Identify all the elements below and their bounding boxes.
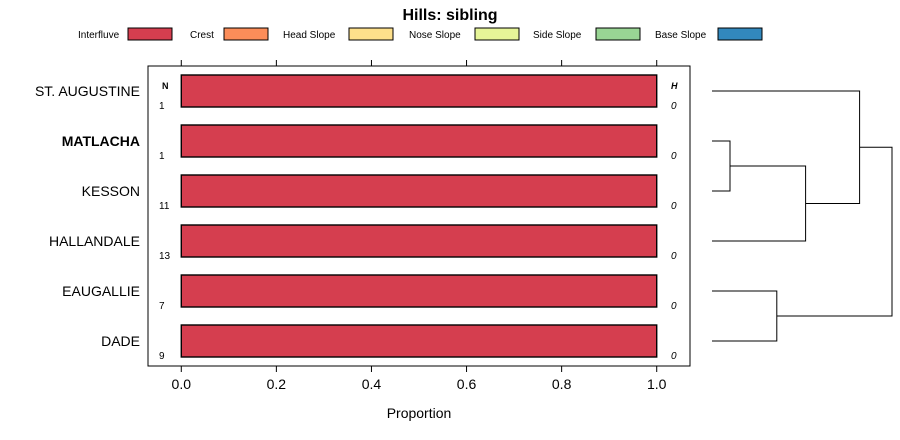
legend-label: Base Slope xyxy=(655,30,707,41)
legend: Interfluve Crest Head Slope Nose Slope Side … xyxy=(78,27,763,41)
category-label: ST. AUGUSTINE xyxy=(35,83,140,99)
bar-segment xyxy=(180,224,658,258)
dendrogram-link xyxy=(712,90,861,204)
x-tick-label: 0.6 xyxy=(457,376,477,392)
legend-label: Crest xyxy=(190,30,214,41)
legend-label: Nose Slope xyxy=(409,30,461,41)
bar-rows: N H ST. AUGUSTINE 1 0 MATLACHA 1 0 KESSON 11 0 HALL… xyxy=(35,74,678,362)
bar-segment xyxy=(180,124,658,158)
n-value: 9 xyxy=(159,351,165,362)
legend-swatch-crest xyxy=(223,27,269,41)
x-tick-label: 0.0 xyxy=(172,376,192,392)
dendrogram xyxy=(712,90,893,342)
n-value: 11 xyxy=(159,201,170,212)
legend-label: Side Slope xyxy=(533,30,582,41)
bar-segment xyxy=(180,274,658,308)
category-label: DADE xyxy=(101,333,140,349)
n-value: 7 xyxy=(159,301,165,312)
h-value: 0 xyxy=(671,151,677,162)
category-label: KESSON xyxy=(82,183,140,199)
legend-label: Head Slope xyxy=(283,30,336,41)
bar-segment xyxy=(180,74,658,108)
x-axis: 0.0 0.2 0.4 0.6 0.8 1.0 xyxy=(172,60,667,392)
h-value: 0 xyxy=(671,301,677,312)
n-column-header: N xyxy=(162,81,169,91)
x-tick-label: 1.0 xyxy=(647,376,667,392)
legend-swatch-nose-slope xyxy=(474,27,520,41)
dendrogram-link xyxy=(712,140,731,192)
dendrogram-link xyxy=(712,290,778,342)
legend-label: Interfluve xyxy=(78,30,120,41)
n-value: 1 xyxy=(159,151,165,162)
h-value: 0 xyxy=(671,351,677,362)
legend-swatch-head-slope xyxy=(348,27,394,41)
legend-swatch-side-slope xyxy=(595,27,641,41)
h-column-header: H xyxy=(671,81,678,91)
h-value: 0 xyxy=(671,101,677,112)
n-value: 1 xyxy=(159,101,165,112)
x-tick-label: 0.4 xyxy=(362,376,382,392)
h-value: 0 xyxy=(671,251,677,262)
category-label: HALLANDALE xyxy=(49,233,140,249)
chart-title: Hills: sibling xyxy=(402,7,497,24)
category-label: MATLACHA xyxy=(62,133,140,149)
legend-swatch-base-slope xyxy=(717,27,763,41)
bar-segment xyxy=(180,324,658,358)
plot-panel xyxy=(147,65,691,367)
dendrogram-link xyxy=(776,146,893,317)
n-value: 13 xyxy=(159,251,171,262)
x-tick-label: 0.2 xyxy=(267,376,287,392)
bar-segment xyxy=(180,174,658,208)
dendrogram-link xyxy=(712,165,807,242)
h-value: 0 xyxy=(671,201,677,212)
legend-swatch-interfluve xyxy=(127,27,173,41)
category-label: EAUGALLIE xyxy=(62,283,140,299)
x-tick-label: 0.8 xyxy=(552,376,572,392)
x-axis-label: Proportion xyxy=(387,405,452,421)
